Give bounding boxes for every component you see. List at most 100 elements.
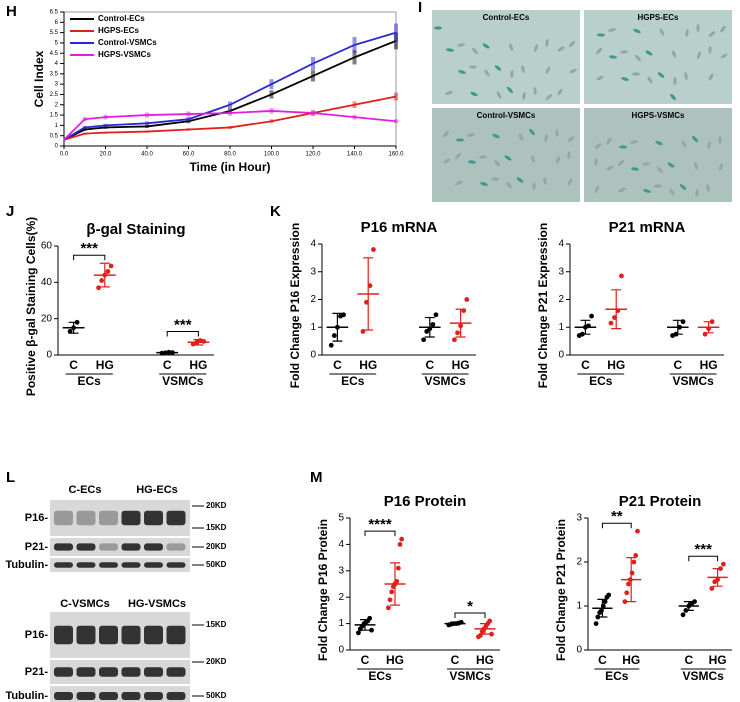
cell [544, 134, 548, 142]
blot-strip [50, 558, 190, 572]
y-axis-label: Cell Index [32, 50, 46, 107]
significance-bracket [454, 612, 486, 618]
x-tick-label: 40.0 [141, 152, 153, 158]
image-label: HGPS-VSMCs [632, 111, 685, 120]
cell [472, 47, 478, 55]
y-tick-label: 20 [41, 313, 53, 324]
chart-title: P21 Protein [619, 493, 702, 510]
cell [456, 138, 464, 142]
error-bar [99, 262, 110, 288]
error-bar [455, 308, 466, 338]
panel-letter: H [6, 3, 17, 20]
cell [657, 72, 665, 78]
cell [657, 166, 663, 174]
lane-label: C-ECs [68, 484, 101, 496]
y-tick-label: 0 [576, 645, 582, 656]
y-tick-label: 3 [576, 513, 582, 524]
cell [706, 184, 710, 192]
blot-band [166, 543, 186, 551]
cell [718, 136, 722, 144]
x-axis-label: Time (in Hour) [189, 160, 270, 174]
y-tick-label: 4.5 [50, 51, 59, 57]
row-label: P21- [25, 541, 49, 553]
cell [457, 43, 465, 47]
blot-band [121, 543, 141, 551]
x-tick-label: C [361, 653, 370, 667]
cell [569, 68, 577, 74]
cell [494, 65, 502, 71]
panel-letter: I [418, 0, 422, 16]
cell [594, 185, 600, 193]
cell [670, 93, 676, 101]
y-tick-label: 3 [558, 266, 564, 277]
cell [443, 158, 451, 164]
data-point [389, 589, 395, 595]
lane-label: HG-VSMCs [128, 598, 186, 610]
y-axis-label: Fold Change P21 Protein [554, 519, 568, 661]
cell [596, 75, 604, 81]
significance-bracket [688, 555, 719, 562]
cell [630, 140, 638, 144]
image-label: Control-ECs [483, 13, 530, 22]
cell [618, 187, 626, 193]
cell [620, 50, 628, 54]
data-point [455, 330, 460, 336]
data-point [387, 597, 393, 603]
y-tick-label: 0 [338, 645, 344, 656]
group-label: ECs [589, 374, 613, 388]
cell [469, 65, 477, 69]
x-tick-label: 60.0 [183, 152, 195, 158]
y-tick-label: 2.5 [50, 92, 59, 98]
cell [567, 178, 573, 186]
blot-band [76, 625, 96, 645]
cell [557, 88, 563, 96]
x-tick-label: HG [189, 358, 207, 372]
series-line [63, 110, 397, 141]
cell [567, 151, 571, 159]
error-bar [712, 568, 723, 587]
blot-band [76, 543, 96, 551]
data-point [602, 599, 608, 604]
microscopy-image [432, 108, 580, 202]
y-tick-label: 0.5 [50, 133, 59, 139]
cell [708, 73, 714, 81]
data-point [626, 581, 631, 587]
cell [696, 51, 702, 59]
data-point [692, 599, 697, 604]
cell [595, 47, 603, 55]
cell [645, 50, 653, 56]
error-bar [360, 619, 370, 631]
y-tick-label: 1.5 [50, 113, 59, 119]
blot-band [54, 692, 73, 700]
cell [506, 181, 512, 189]
x-tick-label: HG [700, 358, 718, 372]
cell [654, 184, 662, 188]
series-line [63, 95, 397, 141]
row-label: Tubulin- [5, 559, 48, 571]
error-bar [626, 557, 637, 603]
y-tick-label: 0 [310, 350, 316, 361]
error-bar [363, 257, 374, 331]
x-tick-label: HG [96, 358, 114, 372]
microscopy-image [584, 10, 732, 104]
y-tick-label: 6.5 [50, 10, 59, 16]
cell [467, 133, 475, 137]
x-tick-label: HG [386, 653, 404, 667]
cell [510, 70, 514, 78]
image-label: Control-VSMCs [477, 111, 536, 120]
cell [533, 87, 537, 95]
cell [529, 128, 535, 136]
data-point [430, 322, 436, 327]
cell [567, 136, 575, 142]
cell [673, 77, 677, 85]
blot-strip [50, 538, 190, 556]
y-axis-label: Fold Change P16 Expression [288, 223, 302, 388]
cell [533, 44, 539, 52]
data-point [356, 630, 361, 636]
marker-label: 15KD [206, 620, 227, 629]
x-tick-label: 100.0 [264, 152, 280, 158]
cell [555, 156, 561, 164]
cell [480, 182, 488, 186]
microscopy-image [432, 10, 580, 104]
blot-band [99, 667, 118, 677]
